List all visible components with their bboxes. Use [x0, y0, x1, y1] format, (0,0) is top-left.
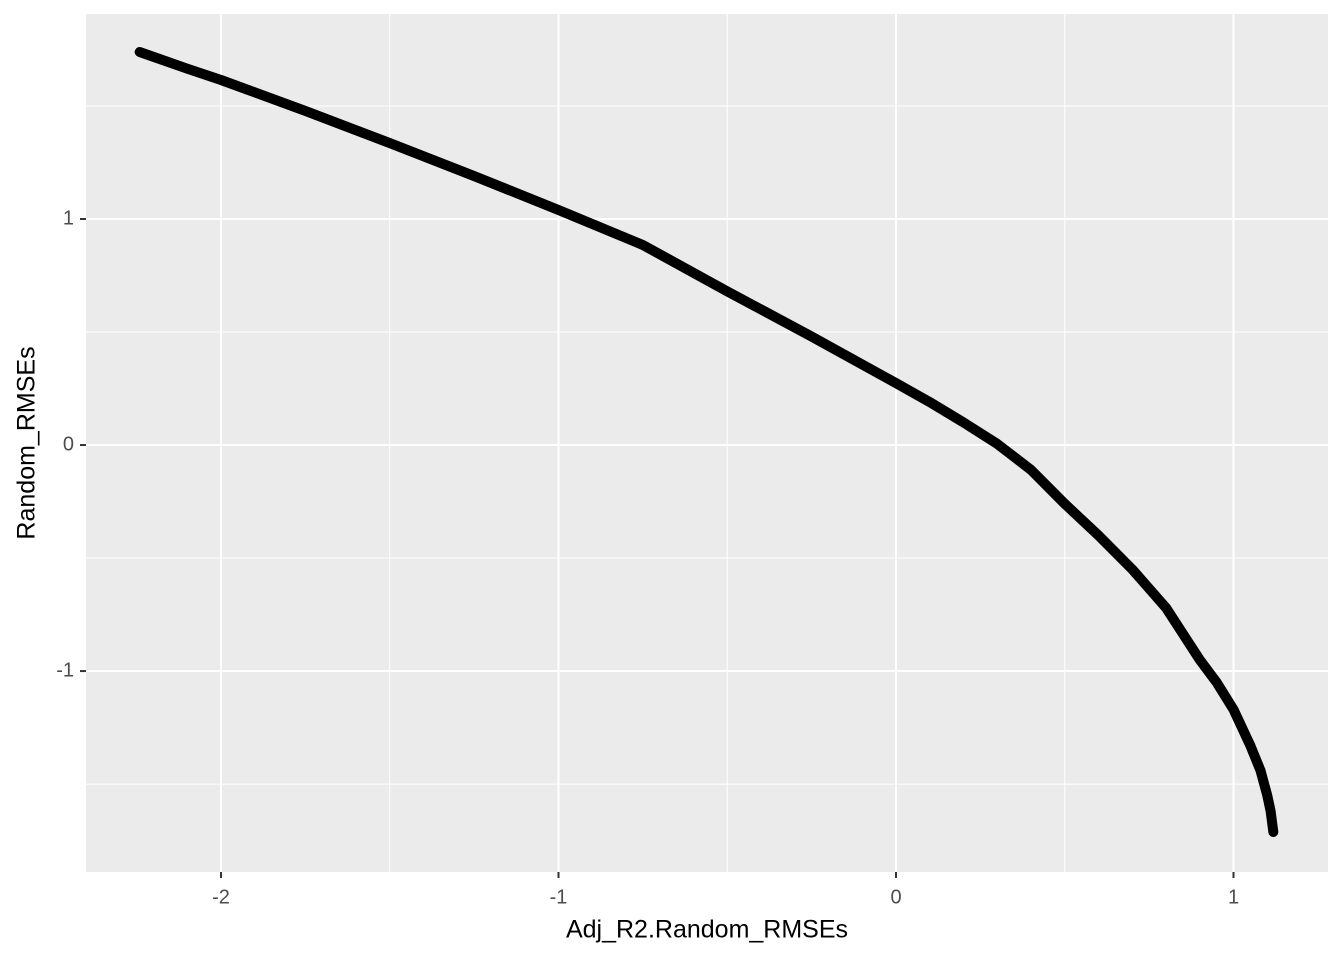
data-line [134, 46, 1279, 837]
x-tick-label: 1 [1228, 886, 1239, 908]
y-tick-label: 1 [63, 207, 74, 229]
x-axis-title: Adj_R2.Random_RMSEs [566, 916, 848, 944]
x-tick-label: 0 [890, 886, 901, 908]
y-tick-label: -1 [56, 659, 74, 681]
y-tick-label: 0 [63, 433, 74, 455]
y-axis-title: Random_RMSEs [13, 346, 41, 539]
x-tick-label: -1 [550, 886, 568, 908]
x-tick-label: -2 [212, 886, 230, 908]
plot-panel [86, 14, 1328, 872]
